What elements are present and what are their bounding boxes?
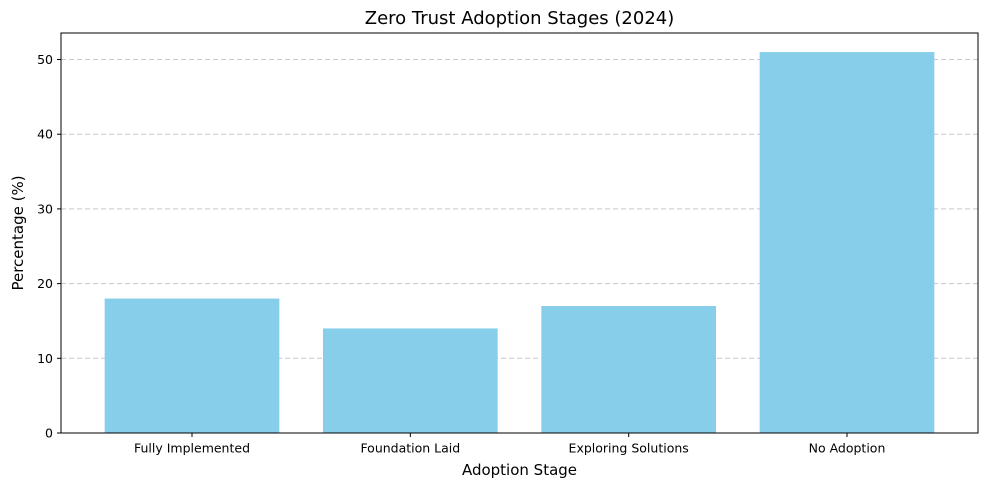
bar (104, 298, 280, 433)
bar (323, 328, 498, 433)
x-tick-label: Foundation Laid (360, 441, 460, 456)
bar (541, 306, 716, 433)
y-tick-label: 40 (37, 127, 53, 142)
bar-layer (104, 52, 935, 434)
x-tick-label: Exploring Solutions (569, 441, 689, 456)
y-axis-label: Percentage (%) (9, 175, 27, 290)
y-tick-label: 10 (37, 351, 53, 366)
x-axis-label: Adoption Stage (462, 461, 577, 479)
x-tick-label: No Adoption (809, 441, 886, 456)
tick-layer: 0 10 20 30 40 50 Fully Implemented Foundation L… (37, 52, 885, 455)
chart-title: Zero Trust Adoption Stages (2024) (365, 8, 675, 29)
plot-frame (60, 32, 979, 434)
bar (759, 52, 935, 434)
y-tick-label: 30 (37, 201, 53, 216)
y-tick-label: 20 (37, 276, 53, 291)
y-tick-label: 50 (37, 52, 53, 67)
x-tick-label: Fully Implemented (134, 441, 250, 456)
y-tick-label: 0 (45, 426, 53, 441)
